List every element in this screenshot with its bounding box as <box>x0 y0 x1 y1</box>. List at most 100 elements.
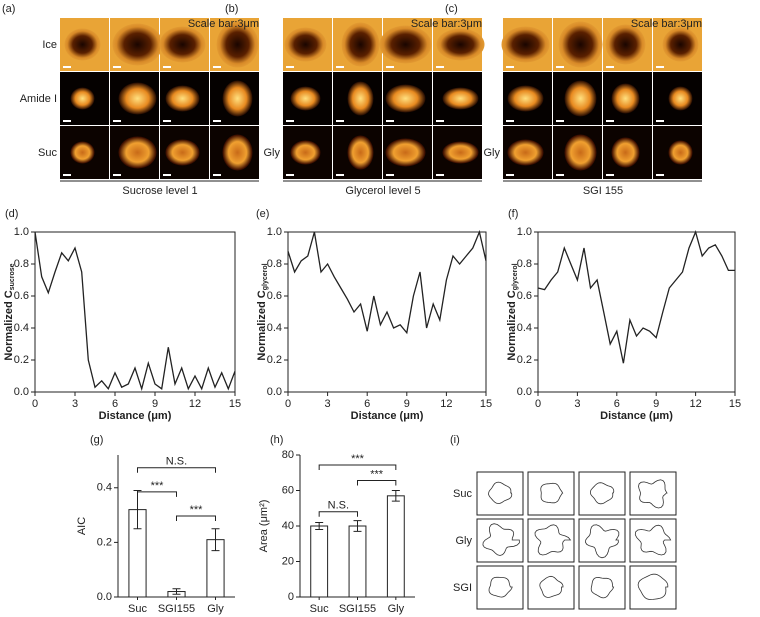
row-label: Ice <box>42 39 57 51</box>
plot-frame <box>537 231 736 393</box>
micrograph-tile <box>433 126 482 179</box>
scale-note: Scale bar:3μm <box>631 18 702 30</box>
tile-feature <box>112 23 163 66</box>
y-tick-label: 0.6 <box>14 290 29 302</box>
bar <box>310 525 329 598</box>
micrograph-tile <box>383 126 432 179</box>
panel-label: (a) <box>2 3 15 15</box>
micrograph-tile <box>553 72 602 125</box>
y-axis-label: Normalized Cglycerol <box>256 263 269 360</box>
y-tick-label: 0.8 <box>517 258 532 270</box>
cell-contour <box>637 573 669 600</box>
y-label-sub: sucrose <box>9 263 16 290</box>
contour-box <box>629 471 677 516</box>
y-label-main: Normalized C <box>3 290 15 360</box>
micrograph-tile <box>383 72 432 125</box>
x-tick-label: 9 <box>152 398 158 410</box>
micrograph-tile <box>210 126 259 179</box>
y-tick-label: 0.0 <box>267 386 282 398</box>
scale-bar <box>286 120 294 122</box>
y-tick-label: 0.4 <box>267 322 282 334</box>
scale-bar <box>63 120 71 122</box>
x-tick-label: 9 <box>404 398 410 410</box>
micrograph-tile <box>553 18 603 71</box>
cell-contour <box>585 524 620 559</box>
tile-feature <box>662 27 699 62</box>
micrograph-tile <box>60 126 109 179</box>
scale-bar <box>386 120 394 122</box>
significance-label: *** <box>190 504 204 516</box>
micrograph-tile <box>160 72 209 125</box>
scale-bar <box>163 66 171 68</box>
x-tick-label: Gly <box>388 603 405 615</box>
tile-feature <box>507 85 544 112</box>
y-tick-label: 0.4 <box>97 482 112 494</box>
significance-bracket <box>357 480 397 486</box>
y-axis-label: AIC <box>76 517 88 535</box>
tile-feature <box>442 87 479 110</box>
significance-label: N.S. <box>166 456 187 468</box>
micrograph-tile <box>283 18 332 71</box>
tile-feature <box>442 141 479 164</box>
tile-feature <box>564 80 597 117</box>
plot-frame <box>34 231 236 393</box>
tile-feature <box>70 141 95 164</box>
y-tick-label: 0.8 <box>14 258 29 270</box>
significance-label: *** <box>351 453 365 465</box>
scale-note: Scale bar:3μm <box>411 18 482 30</box>
tile-feature <box>341 22 380 67</box>
contour-box <box>476 565 524 610</box>
y-tick-label: 0.2 <box>267 354 282 366</box>
tile-feature <box>118 82 157 115</box>
scale-bar <box>213 120 221 122</box>
tile-feature <box>605 24 646 65</box>
panel-label: (h) <box>270 434 283 446</box>
panel-label: (e) <box>256 208 269 220</box>
scale-bar <box>113 66 121 68</box>
y-tick-label: 20 <box>282 555 294 567</box>
significance-label: *** <box>151 480 165 492</box>
bar <box>348 525 367 598</box>
y-tick-label: 0.4 <box>517 322 532 334</box>
tile-feature <box>284 27 327 62</box>
significance-bracket <box>318 464 397 470</box>
panel-label: (d) <box>5 208 18 220</box>
micrograph-tile <box>110 126 159 179</box>
error-bar <box>353 520 362 532</box>
micrograph-tile <box>653 18 702 71</box>
contour-box <box>578 471 626 516</box>
tile-feature <box>347 81 374 116</box>
y-tick-label: 60 <box>282 484 294 496</box>
y-tick-label: 0.0 <box>14 386 29 398</box>
micrograph-tile <box>110 18 163 71</box>
micrograph-tile <box>283 72 332 125</box>
scale-bar <box>386 66 394 68</box>
cell-contour <box>590 576 615 599</box>
micrograph-tile <box>503 126 552 179</box>
scale-bar <box>606 66 614 68</box>
tile-feature <box>159 26 206 63</box>
tile-feature <box>222 80 253 117</box>
y-tick-label: 80 <box>282 449 294 461</box>
panel-caption: Glycerol level 5 <box>345 185 420 197</box>
micrograph-tile <box>503 72 552 125</box>
panel-caption: SGI 155 <box>583 185 623 197</box>
contour-box <box>476 518 524 563</box>
tile-feature <box>118 136 157 169</box>
y-tick-label: 0.6 <box>517 290 532 302</box>
x-tick-label: 12 <box>189 398 201 410</box>
row-label: Suc <box>453 488 472 500</box>
tile-feature <box>347 135 374 170</box>
micrograph-tile <box>653 72 702 125</box>
tile-feature <box>558 21 603 68</box>
tile-feature <box>165 85 200 112</box>
scale-bar <box>436 174 444 176</box>
micrograph-tile <box>110 72 159 125</box>
significance-label: *** <box>370 468 384 480</box>
cell-contour <box>534 524 572 556</box>
cell-contour <box>488 481 513 504</box>
tile-feature <box>611 137 640 168</box>
tile-feature <box>165 139 200 166</box>
y-tick-label: 0.2 <box>517 354 532 366</box>
